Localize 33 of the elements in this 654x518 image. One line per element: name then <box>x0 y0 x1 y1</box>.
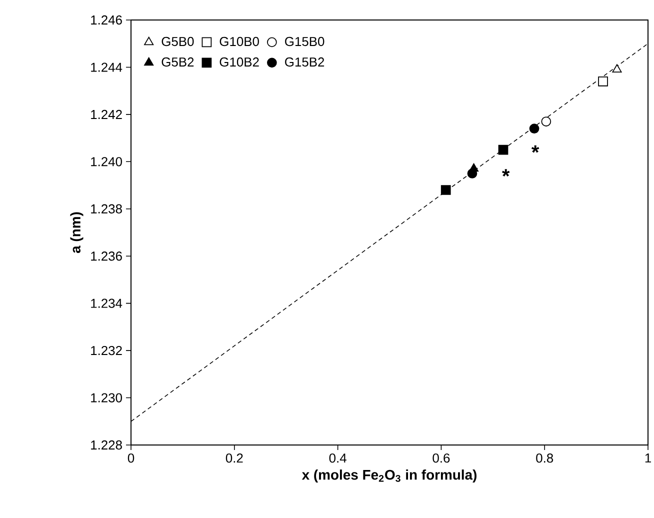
point <box>440 185 451 195</box>
point <box>529 124 540 134</box>
y-tick-label: 1.244 <box>91 62 122 72</box>
point <box>467 168 478 178</box>
x-tick-label: 0.6 <box>432 453 450 463</box>
y-tick-label: 1.246 <box>91 15 122 25</box>
y-tick-label: 1.232 <box>91 346 122 356</box>
y-axis-title: a (nm) <box>70 212 84 254</box>
x-tick-label: 0.2 <box>226 453 243 463</box>
x-tick-label: 1 <box>645 454 651 462</box>
x-axis-title: x (moles Fe$_{2}$O$_{3}$ in formula) <box>302 470 476 483</box>
y-tick-label: 1.230 <box>91 393 122 402</box>
y-tick-label: 1.240 <box>91 157 122 166</box>
point <box>498 144 508 155</box>
y-tick-label: 1.228 <box>91 440 122 450</box>
point <box>612 64 622 73</box>
x-tick-label: 0.4 <box>329 453 346 463</box>
x-tick-label: 0.8 <box>536 453 554 463</box>
y-tick-label: 1.242 <box>91 110 122 119</box>
y-tick-label: 1.234 <box>91 298 122 308</box>
point <box>541 116 552 126</box>
legend-label: G5B0 <box>162 36 194 46</box>
legend-label: G15B2 <box>285 57 324 67</box>
y-tick-label: 1.236 <box>91 252 122 261</box>
legend-label: G5B2 <box>162 57 194 67</box>
legend-label: G15B0 <box>285 36 324 46</box>
x-tick-label: 0 <box>128 453 134 463</box>
annotation: * <box>502 169 510 177</box>
legend-label: G10B0 <box>220 36 259 46</box>
point <box>598 76 608 86</box>
y-tick-label: 1.238 <box>91 204 122 214</box>
annotation: * <box>531 145 540 153</box>
legend-label: G10B2 <box>220 57 259 67</box>
